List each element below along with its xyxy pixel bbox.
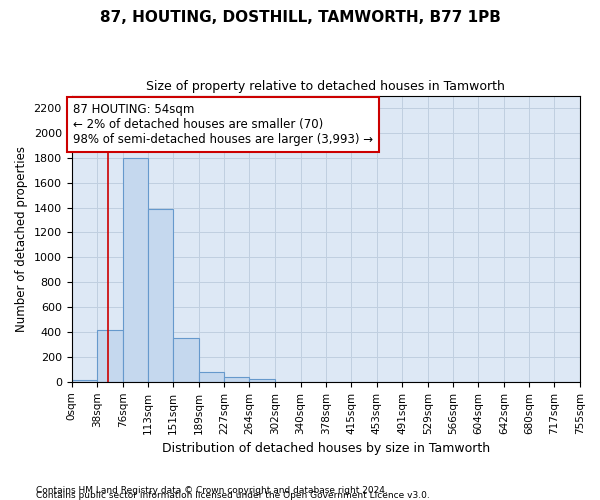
Bar [71,380,97,382]
Text: 87, HOUTING, DOSTHILL, TAMWORTH, B77 1PB: 87, HOUTING, DOSTHILL, TAMWORTH, B77 1PB [100,10,500,25]
Title: Size of property relative to detached houses in Tamworth: Size of property relative to detached ho… [146,80,505,93]
Bar [148,209,173,382]
Bar [224,378,250,382]
Bar [199,372,224,382]
Bar [123,158,148,382]
Text: 87 HOUTING: 54sqm
← 2% of detached houses are smaller (70)
98% of semi-detached : 87 HOUTING: 54sqm ← 2% of detached house… [73,103,373,146]
Y-axis label: Number of detached properties: Number of detached properties [15,146,28,332]
X-axis label: Distribution of detached houses by size in Tamworth: Distribution of detached houses by size … [162,442,490,455]
Text: Contains HM Land Registry data © Crown copyright and database right 2024.: Contains HM Land Registry data © Crown c… [36,486,388,495]
Bar [250,380,275,382]
Bar [97,330,123,382]
Text: Contains public sector information licensed under the Open Government Licence v3: Contains public sector information licen… [36,491,430,500]
Bar [173,338,199,382]
